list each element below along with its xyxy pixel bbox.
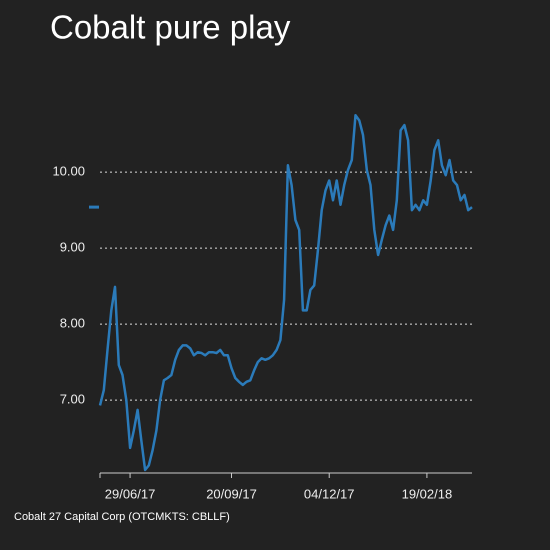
x-tick-label: 29/06/17: [105, 486, 156, 501]
x-tick-label: 19/02/18: [402, 486, 453, 501]
y-tick-label: 7.00: [60, 392, 85, 407]
y-tick-label: 8.00: [60, 316, 85, 331]
y-tick-label: 10.00: [52, 164, 85, 179]
y-tick-label: 9.00: [60, 240, 85, 255]
chart-title: Cobalt pure play: [50, 9, 291, 46]
price-line: [98, 113, 473, 472]
x-tick-label: 20/09/17: [206, 486, 257, 501]
source-note: Cobalt 27 Capital Corp (OTCMKTS: CBLLF): [14, 511, 230, 523]
x-tick-label: 04/12/17: [304, 486, 355, 501]
